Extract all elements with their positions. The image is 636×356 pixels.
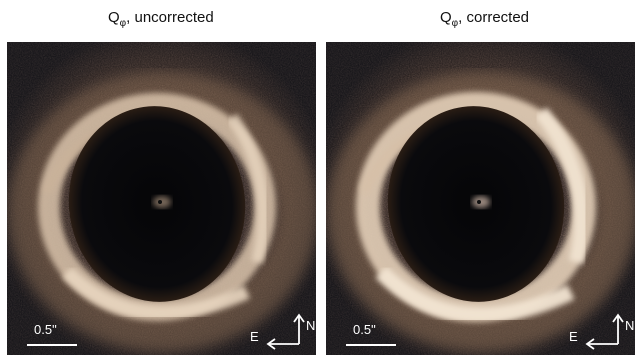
compass-arrows-icon [266,313,305,350]
scale-bar [27,344,77,346]
title-main: Q [440,9,452,26]
title-rest: , uncorrected [126,9,214,26]
scale-bar [346,344,396,346]
image-panel-uncorrected: 0.5" N E [7,42,316,355]
disk-image-uncorrected [7,42,316,355]
scale-bar-label: 0.5" [353,322,376,337]
compass-north-label: N [625,318,635,333]
title-rest: , corrected [458,9,530,26]
panel-title-corrected: Qφ, corrected [440,9,529,31]
compass-east-label: E [250,329,259,344]
disk-image-corrected [326,42,635,355]
image-panel-corrected: 0.5" N E [326,42,635,355]
compass-arrows-icon [585,313,624,350]
compass-north-label: N [306,318,316,333]
title-sub: φ [119,18,127,29]
scale-bar-label: 0.5" [34,322,57,337]
title-main: Q [108,9,120,26]
title-sub: φ [451,18,459,29]
panel-title-uncorrected: Qφ, uncorrected [108,9,214,31]
compass-east-label: E [569,329,578,344]
